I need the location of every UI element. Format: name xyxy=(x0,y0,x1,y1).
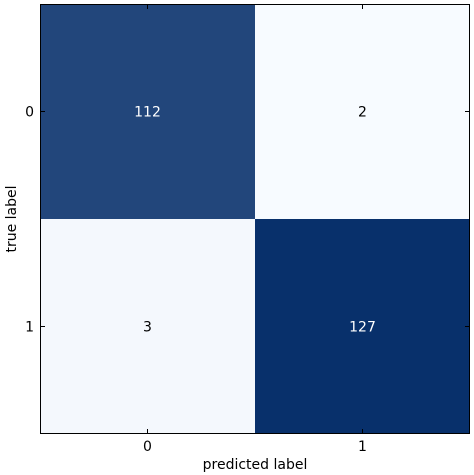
heatmap-cell-1-0 xyxy=(40,219,255,434)
heatmap-cell-labels: 112 2 3 127 xyxy=(134,105,376,336)
heatmap-cell-label-0-1: 2 xyxy=(358,105,367,121)
heatmap-cell-1-1 xyxy=(255,219,470,434)
plot-frame xyxy=(40,4,470,434)
heatmap-cell-0-1 xyxy=(255,4,470,219)
y-tick-label-0: 0 xyxy=(25,105,34,121)
y-axis-ticks: 01 xyxy=(25,105,470,336)
x-tick-label-0: 0 xyxy=(143,439,152,455)
y-tick-label-1: 1 xyxy=(25,320,34,336)
y-axis-label: true label xyxy=(4,185,20,252)
x-axis-label: predicted label xyxy=(203,457,308,473)
heatmap-cells xyxy=(40,4,470,434)
heatmap-cell-label-1-1: 127 xyxy=(349,320,376,336)
x-tick-label-1: 1 xyxy=(358,439,367,455)
heatmap-cell-label-0-0: 112 xyxy=(134,105,161,121)
heatmap-cell-0-0 xyxy=(40,4,255,219)
heatmap-cell-label-1-0: 3 xyxy=(143,320,152,336)
